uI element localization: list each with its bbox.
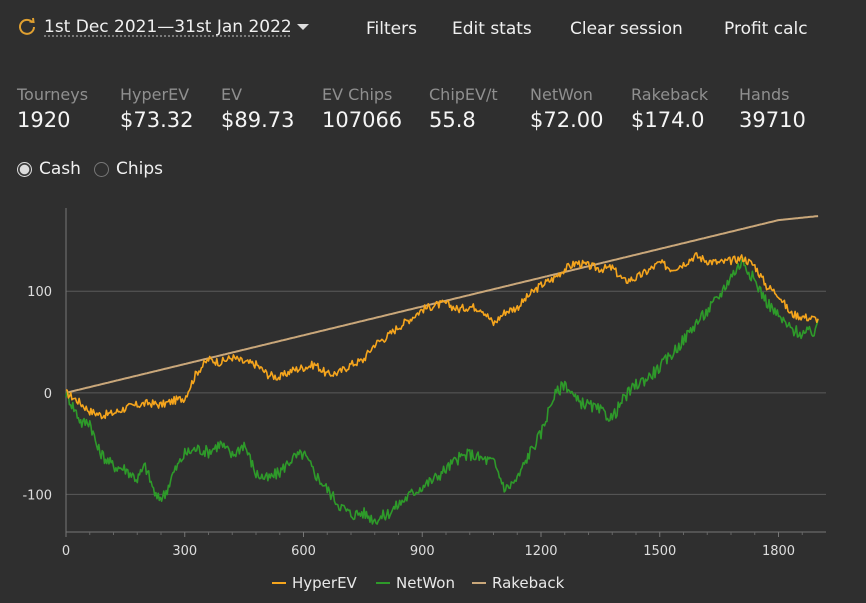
radio-chips[interactable]: Chips xyxy=(94,159,163,179)
y-tick-label: -100 xyxy=(22,488,52,503)
stat-label: NetWon xyxy=(530,85,593,104)
profit-chart: -100 0 100 0 300 600 900 1200 1500 1800 HyperEV Ne… xyxy=(22,208,826,592)
stat-label: Hands xyxy=(739,85,790,104)
x-tick-label: 300 xyxy=(172,544,197,559)
legend-label[interactable]: HyperEV xyxy=(292,574,358,592)
edit-stats-button[interactable]: Edit stats xyxy=(452,19,532,39)
stat-rakeback: Rakeback $174.0 xyxy=(631,84,708,134)
top-bar: 1st Dec 2021—31st Jan 2022 Filters Edit … xyxy=(0,0,866,58)
y-tick-label: 0 xyxy=(44,387,52,402)
y-tick-label: 100 xyxy=(27,285,52,300)
stat-label: EV xyxy=(221,85,243,104)
radio-unselected-icon xyxy=(94,161,109,177)
x-tick-label: 900 xyxy=(410,544,435,559)
series-line-netwon xyxy=(65,257,819,525)
chart-series xyxy=(65,215,819,525)
stat-label: Tourneys xyxy=(17,85,89,104)
stat-label: EV Chips xyxy=(322,85,393,104)
x-tick-label: 1800 xyxy=(762,544,795,559)
stat-value: $72.00 xyxy=(530,108,604,132)
legend-label[interactable]: NetWon xyxy=(396,574,455,592)
series-line-hyperev xyxy=(65,252,819,420)
stat-label: HyperEV xyxy=(120,85,190,104)
stat-chipev-per-t: ChipEV/t 55.8 xyxy=(429,84,498,134)
radio-cash[interactable]: Cash xyxy=(17,159,81,179)
stat-hands: Hands 39710 xyxy=(739,84,806,134)
x-tick-label: 0 xyxy=(62,544,70,559)
clear-session-button[interactable]: Clear session xyxy=(570,19,683,39)
chart-axes: -100 0 100 0 300 600 900 1200 1500 1800 xyxy=(22,208,826,559)
radio-chips-label: Chips xyxy=(116,159,164,179)
stat-value: $89.73 xyxy=(221,108,295,132)
date-range-selector[interactable]: 1st Dec 2021—31st Jan 2022 xyxy=(44,17,292,37)
x-tick-label: 600 xyxy=(291,544,316,559)
radio-cash-label: Cash xyxy=(39,159,81,179)
stat-hyperev: HyperEV $73.32 xyxy=(120,84,193,134)
stat-ev: EV $89.73 xyxy=(221,84,294,134)
stat-value: 1920 xyxy=(17,108,71,132)
stat-label: Rakeback xyxy=(631,85,709,104)
chart-legend: HyperEV NetWon Rakeback xyxy=(272,574,565,592)
stat-value: $174.0 xyxy=(631,108,705,132)
chart-gridlines xyxy=(66,290,826,495)
profit-calc-button[interactable]: Profit calc xyxy=(724,19,808,39)
series-line-rakeback xyxy=(65,215,819,394)
stat-label: ChipEV/t xyxy=(429,85,498,104)
x-tick-label: 1500 xyxy=(643,544,676,559)
stat-value: 39710 xyxy=(739,108,806,132)
chevron-down-icon[interactable] xyxy=(296,22,310,32)
refresh-icon[interactable] xyxy=(16,16,38,38)
radio-selected-icon xyxy=(17,161,32,177)
stat-value: 55.8 xyxy=(429,108,476,132)
stat-value: 107066 xyxy=(322,108,403,132)
filters-button[interactable]: Filters xyxy=(366,19,417,39)
legend-label[interactable]: Rakeback xyxy=(492,574,565,592)
stat-netwon: NetWon $72.00 xyxy=(530,84,603,134)
stat-tourneys: Tourneys 1920 xyxy=(17,84,88,134)
x-tick-label: 1200 xyxy=(524,544,557,559)
stat-value: $73.32 xyxy=(120,108,194,132)
stat-ev-chips: EV Chips 107066 xyxy=(322,84,402,134)
